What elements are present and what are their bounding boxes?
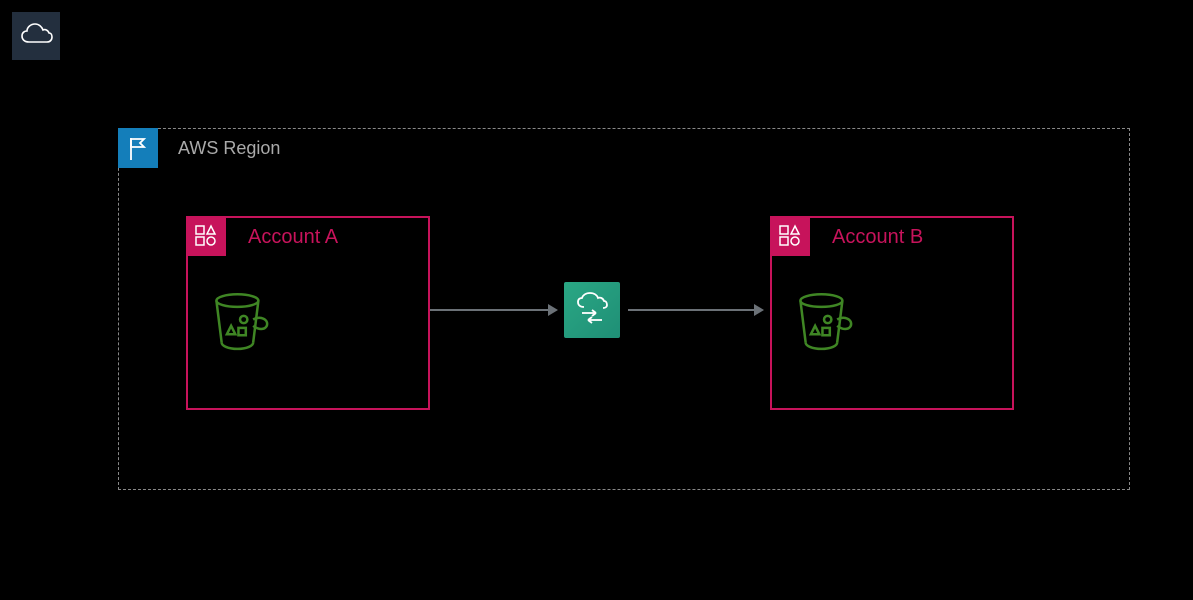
s3-bucket-icon — [792, 288, 859, 355]
cloud-icon — [18, 18, 54, 54]
account-a-badge — [186, 216, 226, 256]
cloud-sync-icon — [572, 290, 612, 330]
region-flag-badge — [118, 128, 158, 168]
arrow-a-to-sync — [430, 309, 548, 311]
datasync-service-icon — [564, 282, 620, 338]
s3-bucket-icon — [208, 288, 275, 355]
aws-cloud-badge — [12, 12, 60, 60]
s3-bucket-b-icon — [792, 288, 859, 360]
arrow-sync-to-b-head — [754, 304, 764, 316]
arrow-sync-to-b — [628, 309, 754, 311]
account-b-label: Account B — [832, 226, 923, 249]
account-b-badge — [770, 216, 810, 256]
arrow-a-to-sync-head — [548, 304, 558, 316]
account-a-label: Account A — [248, 226, 338, 249]
account-shapes-icon — [193, 223, 219, 249]
s3-bucket-a-icon — [208, 288, 275, 360]
account-shapes-icon — [777, 223, 803, 249]
region-label: AWS Region — [178, 138, 280, 159]
flag-icon — [124, 134, 152, 162]
